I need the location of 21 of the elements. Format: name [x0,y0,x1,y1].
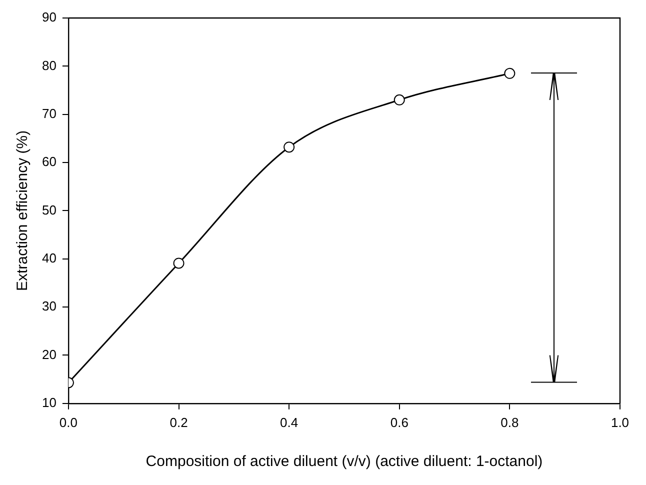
y-tick-label: 10 [42,394,56,410]
y-axis-title: Extraction efficiency (%) [14,130,32,292]
x-axis-title: Composition of active diluent (v/v) (active diluent: 1-octanol) [146,453,543,470]
x-tick-label: 1.0 [610,414,630,430]
x-tick-label: 0.8 [500,414,519,430]
point [173,258,184,269]
y-tick-label: 40 [42,250,56,266]
y-tick-label: 30 [42,298,56,314]
point [504,68,516,79]
point [394,94,405,106]
y-tick-label: 60 [42,154,56,170]
y-tick-label: 50 [42,202,56,218]
x-tick-label: 0.0 [59,414,78,430]
x-tick-label: 0.2 [170,414,188,430]
y-tick-label: 20 [42,346,56,362]
x-tick-label: 0.4 [280,414,298,430]
y-tick-label: 90 [42,10,56,25]
y-tick-label: 70 [42,106,56,121]
point [284,142,295,153]
x-tick-label: 0.6 [390,414,408,430]
y-tick-label: 80 [42,58,56,73]
